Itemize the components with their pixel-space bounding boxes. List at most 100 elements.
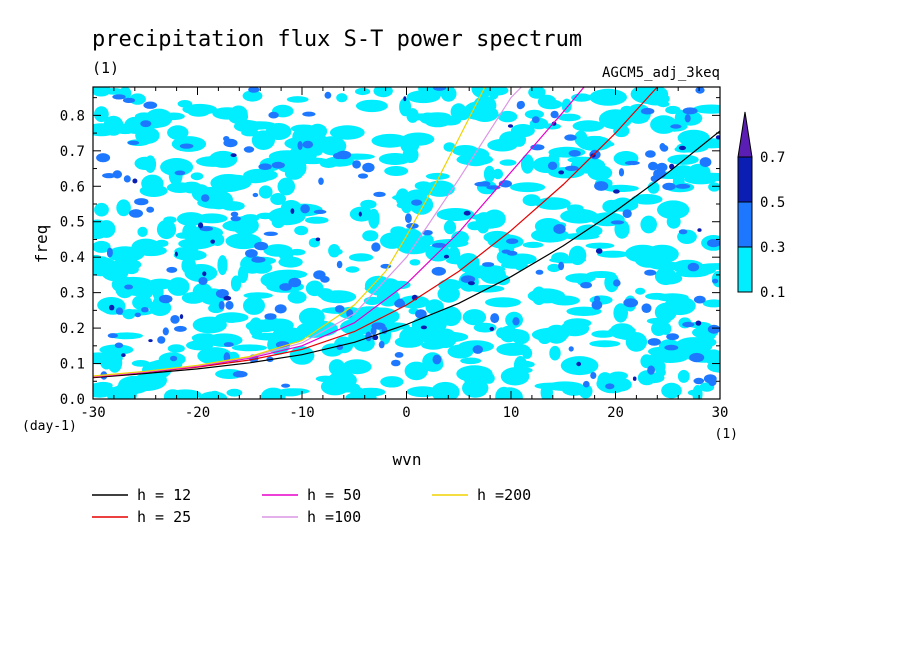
contour-level-0.1 (401, 132, 435, 146)
contour-level-0.1 (602, 184, 639, 192)
contour-level-0.5 (632, 376, 637, 381)
contour-level-0.5 (315, 237, 321, 242)
contour-level-0.1 (467, 284, 505, 293)
contour-level-0.3 (583, 380, 590, 388)
contour-level-0.5 (695, 320, 702, 326)
contour-level-0.3 (699, 157, 712, 168)
contour-level-0.1 (197, 347, 233, 365)
y-unit-label: (day-1) (22, 419, 77, 434)
contour-level-0.3 (682, 107, 698, 115)
contour-level-0.1 (167, 277, 190, 296)
contour-level-0.3 (225, 300, 234, 310)
contour-level-0.1 (631, 194, 663, 205)
contour-level-0.1 (177, 100, 193, 108)
contour-level-0.3 (362, 162, 375, 173)
contour-level-0.1 (256, 212, 275, 220)
contour-level-0.1 (543, 123, 561, 130)
contour-level-0.5 (420, 325, 427, 330)
contour-level-0.3 (472, 345, 483, 354)
y-tick-label: 0.1 (60, 357, 85, 373)
contour-level-0.1 (549, 295, 580, 306)
contour-level-0.1 (499, 159, 517, 166)
contour-level-0.1 (355, 87, 371, 96)
contour-level-0.3 (622, 209, 632, 219)
contour-level-0.1 (402, 146, 419, 163)
contour-level-0.1 (371, 133, 409, 148)
contour-level-0.3 (568, 150, 581, 157)
contour-level-0.1 (496, 342, 531, 356)
contour-level-0.1 (460, 254, 478, 266)
contour-level-0.3 (482, 262, 495, 267)
colorbar-label: 0.5 (760, 195, 785, 211)
contour-level-0.3 (179, 143, 194, 149)
contour-level-0.3 (245, 249, 258, 258)
contour-level-0.3 (411, 199, 423, 206)
contour-level-0.1 (483, 209, 506, 229)
contour-level-0.3 (564, 134, 577, 141)
contour-level-0.1 (452, 145, 479, 157)
contour-level-0.3 (647, 338, 661, 346)
contour-level-0.3 (707, 324, 720, 334)
contour-level-0.3 (613, 279, 621, 287)
contour-level-0.3 (157, 336, 166, 344)
contour-level-0.3 (501, 249, 511, 254)
contour-level-0.1 (566, 306, 602, 316)
contour-level-0.1 (667, 154, 699, 165)
contour-level-0.1 (524, 109, 545, 119)
x-tick-label: 20 (607, 405, 624, 421)
contour-level-0.1 (640, 354, 653, 369)
contour-level-0.3 (271, 161, 285, 169)
contour-level-0.1 (613, 124, 630, 138)
contour-level-0.5 (507, 124, 514, 128)
contour-level-0.3 (516, 101, 524, 110)
x-tick-label: 30 (712, 405, 729, 421)
contour-level-0.1 (674, 109, 687, 128)
x-axis-label: wvn (393, 450, 422, 469)
contour-level-0.1 (513, 356, 528, 375)
contour-level-0.3 (123, 175, 131, 183)
contour-level-0.3 (647, 365, 655, 375)
contour-level-0.3 (605, 383, 615, 390)
contour-level-0.3 (378, 340, 385, 349)
contour-level-0.3 (659, 143, 666, 151)
contour-level-0.3 (664, 344, 679, 351)
contour-level-0.1 (561, 98, 572, 113)
contour-level-0.1 (340, 318, 375, 336)
colorbar-label: 0.7 (760, 150, 785, 166)
contour-level-0.1 (464, 157, 487, 167)
contour-level-0.1 (384, 166, 409, 176)
contour-level-0.1 (226, 388, 243, 397)
contour-level-0.1 (245, 319, 280, 333)
power-contours (93, 87, 720, 399)
contour-level-0.5 (109, 304, 115, 311)
contour-level-0.3 (712, 278, 719, 284)
contour-level-0.1 (460, 357, 482, 365)
contour-level-0.3 (460, 275, 476, 284)
contour-level-0.1 (116, 199, 131, 217)
contour-level-0.3 (107, 333, 118, 339)
contour-level-0.1 (380, 376, 404, 388)
contour-level-0.1 (230, 275, 242, 292)
contour-level-0.3 (512, 317, 520, 326)
contour-level-0.1 (305, 216, 329, 224)
contour-level-0.1 (520, 154, 535, 174)
contour-level-0.1 (656, 272, 683, 285)
contour-level-0.1 (586, 271, 616, 278)
contour-level-0.1 (406, 235, 419, 243)
contour-level-0.1 (414, 181, 433, 191)
x-tick-label: -10 (289, 405, 314, 421)
contour-level-0.3 (670, 124, 682, 129)
contour-level-0.1 (684, 174, 718, 185)
contour-level-0.1 (635, 287, 646, 295)
contour-level-0.1 (661, 382, 682, 399)
contour-level-0.3 (684, 114, 691, 123)
contour-level-0.1 (696, 263, 720, 270)
contour-level-0.1 (677, 369, 690, 383)
contour-level-0.3 (158, 294, 173, 304)
contour-level-0.1 (400, 193, 414, 214)
contour-level-0.1 (147, 278, 174, 290)
contour-level-0.1 (507, 253, 537, 265)
contour-level-0.1 (241, 121, 277, 130)
colorbar-extend-arrow (737, 111, 753, 158)
contour-level-0.3 (134, 198, 149, 206)
